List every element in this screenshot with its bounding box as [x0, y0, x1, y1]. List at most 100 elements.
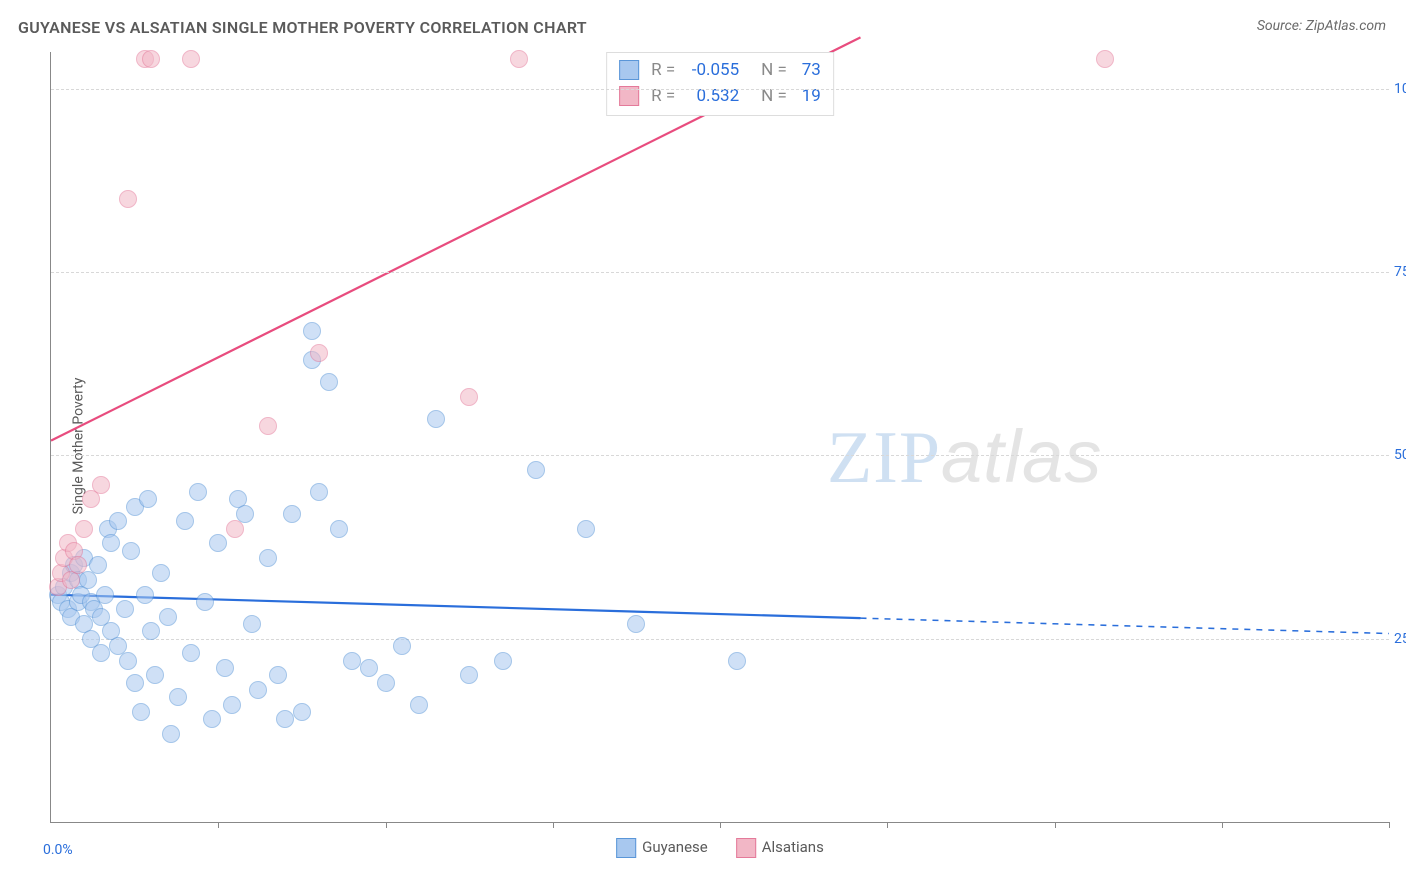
scatter-point: [92, 476, 110, 494]
scatter-point: [162, 725, 180, 743]
scatter-point: [303, 322, 321, 340]
watermark-zip: ZIP: [827, 417, 941, 499]
scatter-point: [410, 696, 428, 714]
legend-swatch: [736, 838, 756, 858]
trend-line-dashed: [860, 618, 1389, 633]
scatter-point: [377, 674, 395, 692]
x-tick-mark: [720, 822, 721, 828]
y-tick-label: 25.0%: [1394, 631, 1406, 647]
scatter-point: [293, 703, 311, 721]
source-attribution: Source: ZipAtlas.com: [1257, 18, 1386, 34]
scatter-point: [343, 652, 361, 670]
legend-item: Alsatians: [736, 838, 824, 858]
gridline-h: [51, 455, 1389, 456]
scatter-point: [393, 637, 411, 655]
scatter-point: [69, 556, 87, 574]
chart-title: GUYANESE VS ALSATIAN SINGLE MOTHER POVER…: [18, 18, 587, 37]
scatter-point: [226, 520, 244, 538]
scatter-point: [249, 681, 267, 699]
gridline-h: [51, 272, 1389, 273]
scatter-point: [527, 461, 545, 479]
stats-r-label: R =: [651, 57, 675, 83]
scatter-point: [276, 710, 294, 728]
watermark: ZIPatlas: [827, 414, 1102, 501]
scatter-point: [159, 608, 177, 626]
watermark-atlas: atlas: [941, 415, 1102, 498]
plot-area: ZIPatlas R =-0.055N =73R =0.532N =19 Guy…: [50, 52, 1389, 823]
scatter-point: [269, 666, 287, 684]
legend-item: Guyanese: [616, 838, 708, 858]
scatter-point: [122, 542, 140, 560]
legend-swatch: [619, 60, 639, 80]
x-tick-mark: [386, 822, 387, 828]
stats-r-label: R =: [651, 83, 675, 109]
legend-label: Guyanese: [642, 838, 708, 856]
y-tick-label: 100.0%: [1394, 81, 1406, 97]
scatter-point: [109, 512, 127, 530]
scatter-point: [728, 652, 746, 670]
stats-n-value: 19: [793, 83, 821, 109]
scatter-point: [460, 388, 478, 406]
scatter-point: [196, 593, 214, 611]
scatter-point: [126, 674, 144, 692]
scatter-point: [142, 50, 160, 68]
scatter-point: [330, 520, 348, 538]
x-tick-label-min: 0.0%: [43, 842, 73, 858]
x-tick-mark: [887, 822, 888, 828]
scatter-point: [176, 512, 194, 530]
scatter-point: [96, 586, 114, 604]
scatter-point: [1096, 50, 1114, 68]
legend-label: Alsatians: [762, 838, 824, 856]
scatter-point: [360, 659, 378, 677]
stats-n-label: N =: [761, 83, 787, 109]
x-tick-mark: [553, 822, 554, 828]
scatter-point: [182, 50, 200, 68]
scatter-point: [283, 505, 301, 523]
scatter-point: [142, 622, 160, 640]
scatter-point: [243, 615, 261, 633]
scatter-point: [139, 490, 157, 508]
stats-r-value: 0.532: [681, 83, 739, 109]
scatter-point: [223, 696, 241, 714]
scatter-point: [310, 483, 328, 501]
scatter-point: [259, 549, 277, 567]
scatter-point: [146, 666, 164, 684]
stats-r-value: -0.055: [681, 57, 739, 83]
x-tick-mark: [1389, 822, 1390, 828]
scatter-point: [152, 564, 170, 582]
scatter-point: [92, 644, 110, 662]
x-tick-mark: [218, 822, 219, 828]
scatter-point: [209, 534, 227, 552]
scatter-point: [182, 644, 200, 662]
scatter-point: [136, 586, 154, 604]
gridline-h: [51, 89, 1389, 90]
x-tick-mark: [1055, 822, 1056, 828]
scatter-point: [310, 344, 328, 362]
y-tick-label: 50.0%: [1394, 447, 1406, 463]
stats-legend-box: R =-0.055 N =73 R =0.532 N =19: [606, 52, 834, 116]
scatter-point: [320, 373, 338, 391]
legend-bottom: Guyanese Alsatians: [616, 838, 824, 858]
stats-n-label: N =: [761, 57, 787, 83]
scatter-point: [577, 520, 595, 538]
scatter-point: [427, 410, 445, 428]
scatter-point: [627, 615, 645, 633]
scatter-point: [216, 659, 234, 677]
scatter-point: [510, 50, 528, 68]
legend-swatch: [616, 838, 636, 858]
scatter-point: [494, 652, 512, 670]
stats-n-value: 73: [793, 57, 821, 83]
scatter-point: [203, 710, 221, 728]
stats-row: R =0.532 N =19: [619, 83, 821, 109]
y-tick-label: 75.0%: [1394, 264, 1406, 280]
scatter-point: [132, 703, 150, 721]
scatter-point: [119, 652, 137, 670]
scatter-point: [75, 520, 93, 538]
scatter-point: [259, 417, 277, 435]
x-tick-mark: [1222, 822, 1223, 828]
scatter-point: [189, 483, 207, 501]
scatter-point: [116, 600, 134, 618]
gridline-h: [51, 639, 1389, 640]
scatter-point: [89, 556, 107, 574]
scatter-point: [460, 666, 478, 684]
